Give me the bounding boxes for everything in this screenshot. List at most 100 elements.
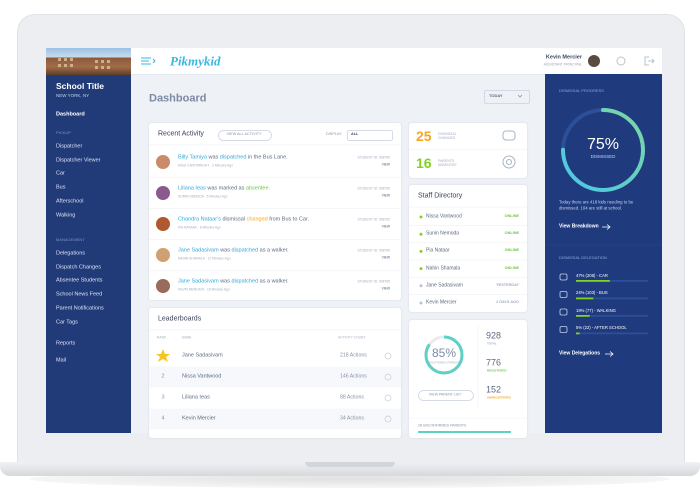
nav-item[interactable]: Car	[56, 170, 65, 177]
total-value: 152	[486, 384, 502, 395]
total-label: REGISTERED	[487, 368, 507, 373]
nav-item-active[interactable]: Dashboard	[56, 111, 85, 118]
activity-before: was marked as	[207, 185, 245, 192]
avatar	[156, 217, 170, 231]
activity-text: Jane Sadasivam was dispatched as a walke…	[178, 248, 289, 254]
delegation-bar	[576, 280, 610, 282]
rank: 3	[161, 394, 165, 401]
column-header: ACTIVITY COUNT	[338, 335, 366, 340]
rank: 4	[161, 415, 165, 422]
user-avatar[interactable]	[588, 55, 600, 67]
staff-status: ONLINE	[504, 231, 519, 236]
activity-meta: KEVIN MERCIER · 15 Minutes Ago	[178, 287, 230, 292]
nav-item[interactable]: Reports	[56, 340, 76, 347]
delegation-label: 24% (103) - BUS	[576, 289, 608, 295]
staff-status: 2 DAYS AGO	[496, 300, 519, 305]
logout-icon[interactable]	[644, 56, 655, 66]
nav-heading: MANAGEMENT	[56, 237, 85, 242]
nav-item[interactable]: Bus	[56, 184, 66, 191]
activity-text: Liliana Ieas was marked as absentee.	[178, 186, 270, 192]
nav-item[interactable]: Dispatcher	[56, 143, 83, 150]
row-icon	[384, 373, 392, 381]
date-filter[interactable]: TODAY	[489, 93, 503, 98]
delegation-track	[576, 280, 648, 282]
activity-before: was	[208, 154, 219, 161]
delegation-track	[576, 297, 648, 300]
menu-icon[interactable]	[141, 57, 156, 65]
stat-label: PARENTS ABSENTEE	[438, 158, 457, 167]
column-header: NAME	[182, 335, 192, 340]
view-link[interactable]: VIEW	[381, 255, 390, 260]
nav-item[interactable]: Absentee Students	[56, 277, 103, 284]
activity-name: Jane Sadasivam	[178, 247, 219, 254]
button-label[interactable]: VIEW ALL ACTIVITY	[226, 132, 262, 137]
settings-icon[interactable]	[616, 56, 626, 66]
card-title: Staff Directory	[418, 192, 463, 200]
link[interactable]: View Delegations	[559, 350, 601, 357]
activity-keyword: absentee.	[245, 185, 271, 192]
display-select[interactable]	[347, 130, 393, 141]
nav-item[interactable]: Afterschool	[56, 198, 84, 205]
student-id: STUDENT ID: 908765	[357, 279, 390, 284]
date-filter-box[interactable]	[484, 90, 530, 104]
activity-meta: MISS CARTWRIGHT · 2 Minutes Ago	[178, 163, 234, 168]
status-dot	[419, 249, 423, 253]
nav-item[interactable]: Car Tags	[56, 318, 78, 325]
staff-status: ONLINE	[504, 248, 519, 253]
ring-percent: 75%	[586, 136, 620, 153]
status-dot	[419, 267, 423, 271]
panel-heading: DISMISSAL PROGRESS	[559, 88, 604, 93]
activity-after: in the Bus Lane.	[247, 154, 288, 161]
delegation-label: 47% (208) - CAR	[576, 272, 608, 278]
activity-meta: NAHIN SHAMALA · 12 Minutes Ago	[178, 256, 231, 261]
view-all-button[interactable]	[218, 130, 272, 141]
rank: 2	[161, 373, 165, 380]
school-location: NEW YORK, NY	[56, 92, 90, 98]
total-value: 776	[486, 357, 502, 368]
activity-name: Chandra Nataar's	[178, 216, 221, 223]
filter-value[interactable]: ALL	[351, 132, 359, 137]
ring-arc	[561, 108, 645, 192]
activity-after: from Bus to Car.	[269, 216, 310, 223]
nav-item[interactable]: Parent Notifications	[56, 305, 104, 312]
activity-keyword: changed	[246, 216, 268, 223]
view-link[interactable]: VIEW	[381, 193, 390, 198]
nav-heading: PICKUP	[56, 130, 71, 135]
delegation-icon	[559, 291, 568, 298]
nav-item[interactable]: School News Feed	[56, 291, 103, 298]
delegation-label: 5% (22) - AFTER SCHOOL	[576, 324, 627, 330]
total-label: UNREGISTERED	[487, 395, 511, 400]
delegation-track	[576, 315, 648, 317]
page-title: Dashboard	[149, 92, 207, 105]
nav-item[interactable]: Dispatch Changes	[56, 263, 101, 270]
filter-label: DISPLAY	[326, 132, 342, 137]
ring-percent: 85%	[431, 346, 457, 360]
unconfirmed: 28 UNCONFIRMED PARENTS	[418, 423, 467, 428]
avatar	[156, 155, 170, 169]
rank-star	[156, 349, 170, 362]
nav-item[interactable]: Mail	[56, 357, 67, 364]
view-parent-button[interactable]	[418, 390, 474, 401]
staff-status: ONLINE	[504, 214, 519, 219]
nav-item[interactable]: Delegations	[56, 250, 86, 257]
view-link[interactable]: VIEW	[381, 286, 390, 291]
link[interactable]: View Breakdown	[559, 223, 599, 230]
logo: Pikmykid	[170, 53, 221, 69]
avatar	[156, 279, 170, 293]
leader-name: Kevin Mercier	[182, 415, 216, 422]
button-label[interactable]: VIEW PARENT LIST	[428, 392, 462, 397]
view-link[interactable]: VIEW	[381, 224, 390, 229]
card-title: Recent Activity	[158, 130, 204, 138]
ring-caption: DISMISSED	[590, 153, 616, 159]
school-photo	[46, 48, 131, 75]
card-title: Leaderboards	[158, 315, 202, 323]
nav-item[interactable]: Dispatcher Viewer	[56, 156, 101, 163]
activity-before: dismissal	[222, 216, 246, 223]
student-id: STUDENT ID: 908765	[357, 248, 390, 253]
panel-heading: DISMISSAL DELEGATION	[559, 255, 607, 260]
view-link[interactable]: VIEW	[381, 162, 390, 167]
activity-before: was	[220, 278, 230, 285]
activity-meta: SORIN NEMODA · 5 Minutes Ago	[178, 194, 228, 199]
nav-item[interactable]: Walking	[56, 211, 76, 218]
